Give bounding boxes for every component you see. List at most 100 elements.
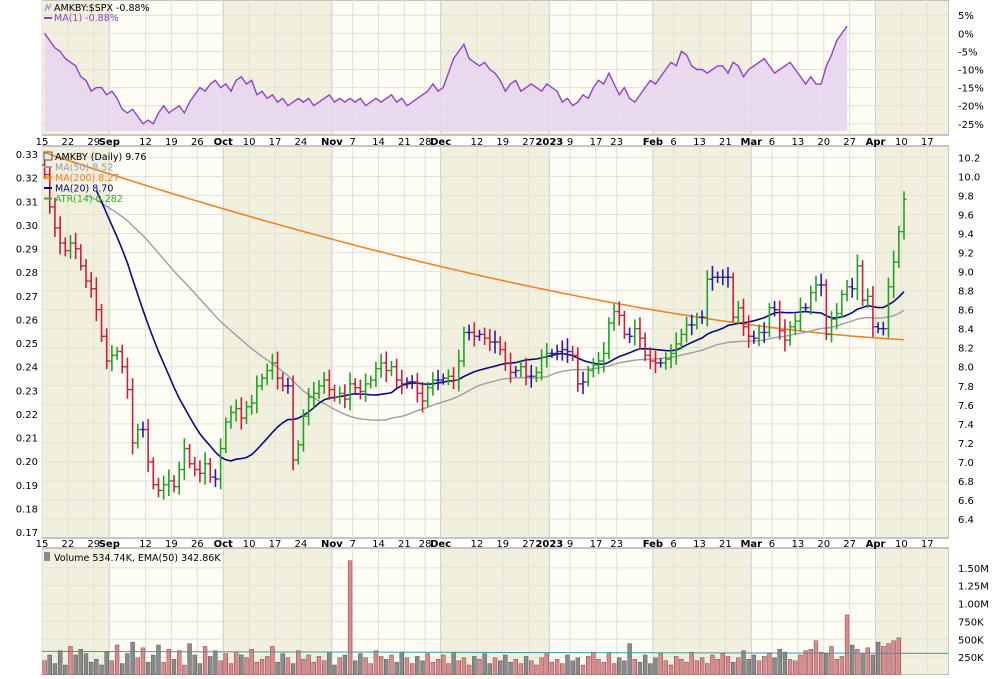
volume-bar [228,663,234,676]
x-tick-label: 28 [419,137,432,148]
rs-line [44,25,848,125]
x-tick-label: 17 [269,137,282,148]
price-right-tick-label: 9.2 [958,249,974,260]
volume-bar [114,644,120,676]
volume-bar [694,660,700,676]
volume-bar [653,657,658,676]
volume-bar [166,649,172,676]
volume-bar [285,657,291,676]
x-tick-label: 20 [817,539,830,550]
volume-bar [560,663,565,676]
price-left-tick-label: 0.23 [16,386,38,397]
volume-bar [347,560,353,676]
x-tick-label: 28 [419,539,432,550]
volume-bar [710,654,715,676]
volume-bar [290,663,296,676]
x-tick-label: 6 [769,539,775,550]
price-right-tick-label: 8.0 [958,363,974,374]
volume-bar [68,646,73,676]
volume-bar [865,647,870,676]
x-tick-label: 21 [398,137,411,148]
price-right-tick-label: 6.6 [958,496,974,507]
volume-bar [518,663,524,676]
volume-bar [529,660,534,676]
price-right-tick-label: 8.8 [958,287,974,298]
volume-bar [399,651,404,676]
volume-bar [94,659,99,676]
volume-bar [42,660,47,676]
volume-bar [503,654,508,676]
volume-bar [337,657,342,676]
volume-bar [850,644,855,676]
price-legend-label: AMKBY (Daily) 9.76 [55,152,146,163]
volume-bar [751,654,757,676]
volume-bar [353,660,358,676]
volume-bar [534,664,539,676]
price-left-tick-label: 0.33 [16,150,38,161]
x-tick-label: 23 [610,137,623,148]
rs-legend-icon [44,3,52,12]
volume-bar [741,650,746,676]
volume-bar [793,660,798,676]
volume-bar [554,659,560,676]
volume-bar [456,660,461,676]
volume-bar [829,646,834,676]
x-tick-label: 12 [139,539,152,550]
x-tick-label: 13 [791,137,804,148]
price-right-tick-label: 10.2 [958,153,980,164]
x-tick-label: Feb [643,137,663,148]
x-tick-label: 13 [693,539,706,550]
volume-bar [813,640,819,676]
volume-bar [130,641,135,676]
volume-bar [73,654,78,676]
volume-bar [818,651,824,676]
volume-bar [720,653,725,676]
volume-tick-label: 750K [958,617,984,628]
volume-bar [47,654,52,676]
x-tick-label: 17 [269,539,282,550]
price-right-tick-label: 8.6 [958,306,974,317]
volume-bar [378,656,384,676]
volume-bar [78,649,83,676]
volume-bar [881,646,886,676]
x-tick-label: Mar [740,539,762,550]
volume-bar [466,664,472,676]
x-tick-label: Apr [866,539,886,550]
volume-bar [389,654,394,676]
x-tick-label: Feb [643,539,663,550]
x-tick-label: 24 [294,137,307,148]
volume-bar [875,641,881,676]
x-tick-label: 19 [496,137,509,148]
month-band [440,549,550,674]
volume-bar [834,659,839,676]
ma50-line [85,194,905,421]
volume-bar [435,659,441,676]
x-tick-label: Sep [99,137,120,148]
volume-bar [803,650,808,676]
price-left-tick-label: 0.21 [16,434,38,445]
price-right-tick-label: 10.0 [958,172,980,183]
price-right-tick-label: 7.8 [958,382,974,393]
volume-bar [663,660,669,676]
volume-bar [679,659,684,676]
price-right-tick-label: 7.2 [958,439,974,450]
volume-bar [161,661,166,676]
x-tick-label: 19 [165,539,178,550]
volume-bar [265,656,270,676]
volume-bar [627,643,632,676]
volume-bar [622,660,627,676]
volume-bar [327,651,332,676]
x-tick-label: 17 [590,137,603,148]
volume-bar [482,653,487,676]
price-right-tick-label: 9.8 [958,191,974,202]
price-left-tick-label: 0.18 [16,504,38,515]
volume-bar [746,659,751,676]
volume-bar [275,661,280,676]
volume-tick-label: 500K [958,635,984,646]
volume-bar [332,664,337,676]
rs-y-tick-label: 5% [958,11,974,22]
x-tick-label: 13 [693,137,706,148]
x-tick-label: 21 [398,539,411,550]
volume-bar [316,656,322,676]
